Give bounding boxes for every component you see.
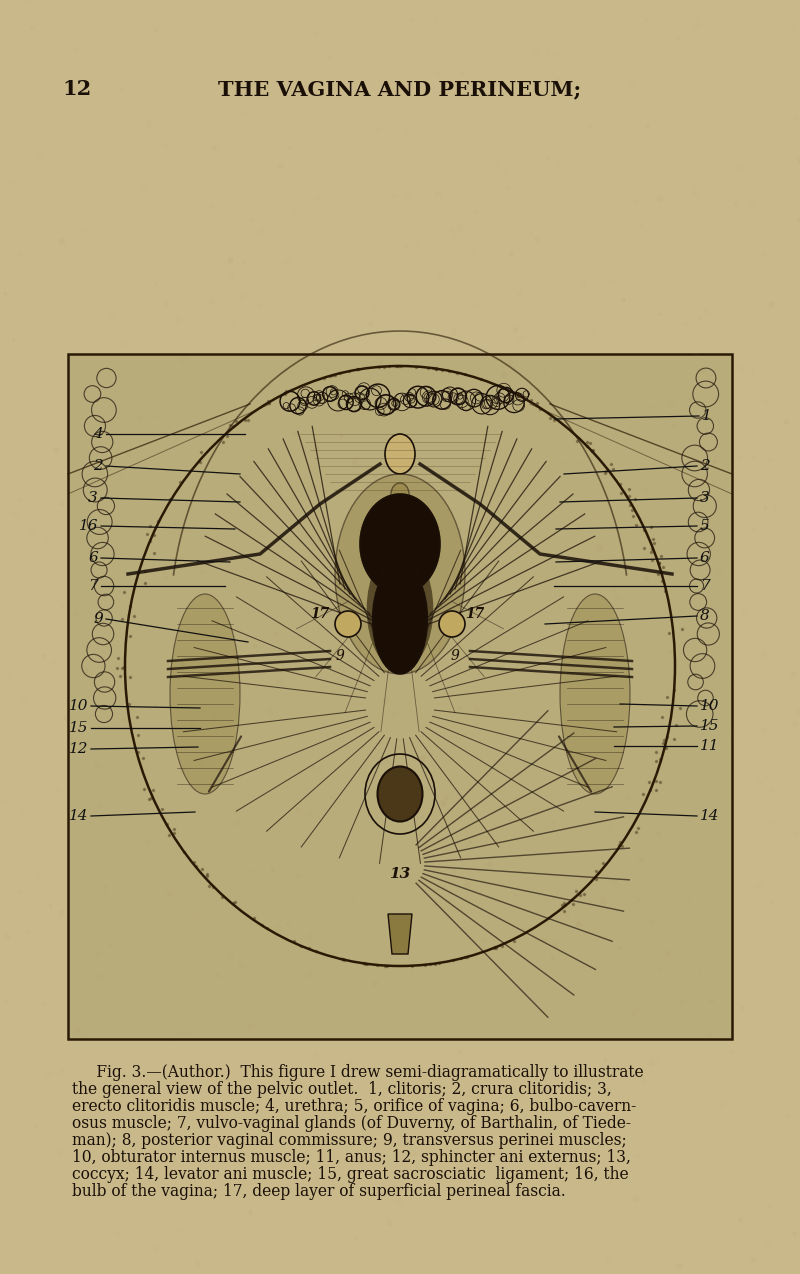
Ellipse shape — [373, 564, 427, 674]
Text: 13: 13 — [390, 868, 410, 882]
Text: 10: 10 — [69, 699, 88, 713]
Text: 14: 14 — [700, 809, 719, 823]
FancyArrowPatch shape — [209, 736, 241, 791]
Text: 16: 16 — [78, 519, 98, 533]
Text: 17: 17 — [310, 606, 330, 620]
Text: 3: 3 — [700, 490, 710, 505]
Text: 3: 3 — [88, 490, 98, 505]
Bar — [68, 354, 732, 1040]
Text: 14: 14 — [69, 809, 88, 823]
Text: 17: 17 — [466, 606, 485, 620]
Text: THE VAGINA AND PERINEUM;: THE VAGINA AND PERINEUM; — [218, 79, 582, 99]
Text: 12: 12 — [69, 741, 88, 755]
Text: 7: 7 — [700, 578, 710, 592]
Text: Fig. 3.—(Author.)  This figure I drew semi-diagramatically to illustrate: Fig. 3.—(Author.) This figure I drew sem… — [72, 1064, 644, 1082]
Text: 7: 7 — [88, 578, 98, 592]
Circle shape — [335, 612, 361, 637]
Text: bulb of the vagina; 17, deep layer of superficial perineal fascia.: bulb of the vagina; 17, deep layer of su… — [72, 1184, 566, 1200]
Ellipse shape — [378, 767, 422, 822]
Circle shape — [439, 612, 465, 637]
Text: 5: 5 — [700, 519, 710, 533]
Text: coccyx; 14, levator ani muscle; 15, great sacrosciatic  ligament; 16, the: coccyx; 14, levator ani muscle; 15, grea… — [72, 1166, 629, 1184]
Text: the general view of the pelvic outlet.  1, clitoris; 2, crura clitoridis; 3,: the general view of the pelvic outlet. 1… — [72, 1082, 612, 1098]
Text: 9: 9 — [335, 648, 345, 662]
Text: 2: 2 — [700, 459, 710, 473]
Text: 10, obturator internus muscle; 11, anus; 12, sphincter ani externus; 13,: 10, obturator internus muscle; 11, anus;… — [72, 1149, 631, 1166]
Text: 1: 1 — [702, 409, 712, 423]
Text: 12: 12 — [62, 79, 91, 99]
Text: 10: 10 — [700, 699, 719, 713]
Ellipse shape — [391, 483, 409, 505]
Text: 2: 2 — [94, 459, 103, 473]
Ellipse shape — [367, 549, 433, 669]
Ellipse shape — [560, 594, 630, 794]
Text: 9: 9 — [450, 648, 459, 662]
Text: 11: 11 — [700, 739, 719, 753]
Text: 6: 6 — [700, 550, 710, 564]
Text: 4: 4 — [94, 427, 103, 441]
Ellipse shape — [335, 474, 465, 674]
Text: 15: 15 — [700, 719, 719, 733]
FancyArrowPatch shape — [559, 736, 591, 791]
Text: man); 8, posterior vaginal commissure; 9, transversus perinei muscles;: man); 8, posterior vaginal commissure; 9… — [72, 1133, 626, 1149]
Polygon shape — [388, 913, 412, 954]
Ellipse shape — [360, 494, 440, 594]
Ellipse shape — [385, 434, 415, 474]
Text: 8: 8 — [700, 609, 710, 623]
Text: 6: 6 — [88, 550, 98, 564]
Text: erecto clitoridis muscle; 4, urethra; 5, orifice of vagina; 6, bulbo-cavern-: erecto clitoridis muscle; 4, urethra; 5,… — [72, 1098, 636, 1115]
Text: 15: 15 — [69, 721, 88, 735]
Text: 9: 9 — [94, 612, 103, 626]
Ellipse shape — [360, 494, 440, 594]
Text: osus muscle; 7, vulvo-vaginal glands (of Duverny, of Barthalin, of Tiede-: osus muscle; 7, vulvo-vaginal glands (of… — [72, 1115, 631, 1133]
Ellipse shape — [170, 594, 240, 794]
